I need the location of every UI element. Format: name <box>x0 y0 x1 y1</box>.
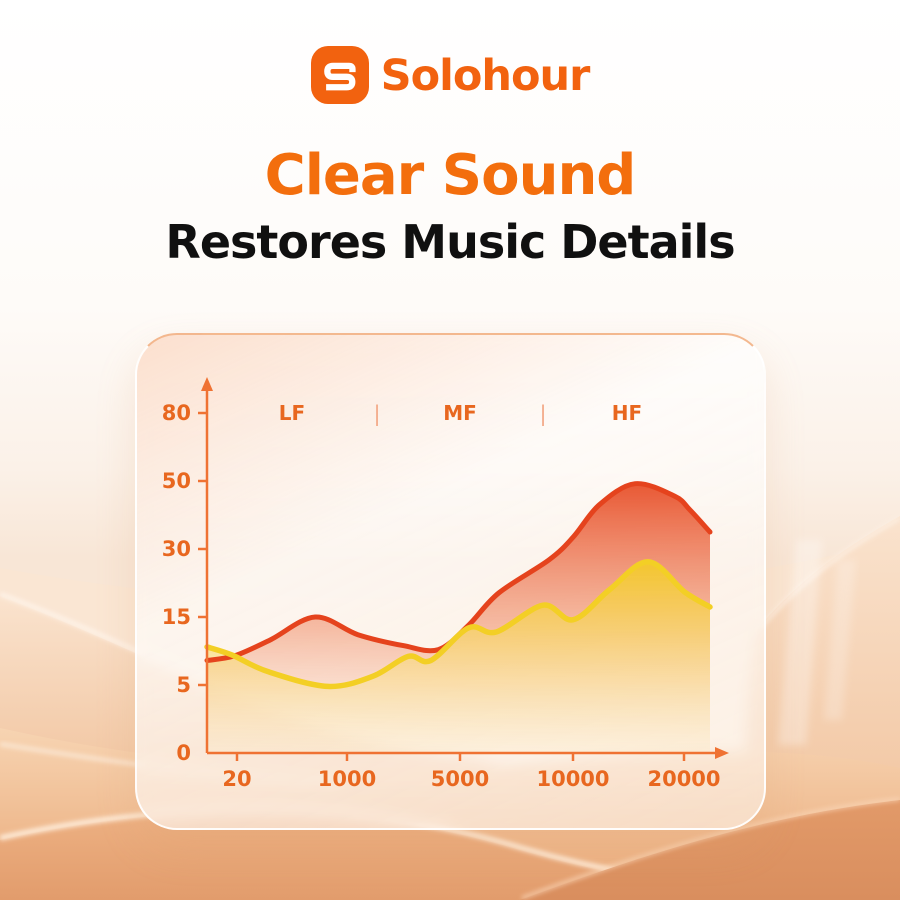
x-axis-arrow-icon <box>715 747 729 759</box>
dune-foreground-center <box>0 811 900 900</box>
y-tick-label: 5 <box>176 673 191 697</box>
brand-name: Solohour <box>380 50 591 101</box>
x-tick-label: 20000 <box>647 767 720 791</box>
y-tick-label: 30 <box>162 537 191 561</box>
page-title: Clear Sound <box>264 143 637 208</box>
page-subtitle: Restores Music Details <box>165 215 735 269</box>
y-axis-arrow-icon <box>201 377 213 391</box>
yellow-response-curve <box>204 558 713 690</box>
x-tick-label: 20 <box>222 767 251 791</box>
band-label: MF <box>443 401 477 425</box>
band-label: LF <box>279 401 305 425</box>
chart-card: 80 50 30 15 5 0 20 1000 5000 10000 20000 LF MF HF | | <box>135 333 766 830</box>
band-label: HF <box>612 401 642 425</box>
dune-bottom-right <box>520 800 900 900</box>
y-tick-label: 50 <box>162 469 191 493</box>
y-tick-label: 0 <box>176 741 191 765</box>
y-tick-label: 80 <box>162 401 191 425</box>
light-streak-1 <box>778 540 822 745</box>
x-tick-label: 1000 <box>318 767 376 791</box>
red-response-curve <box>204 481 713 663</box>
x-tick-label: 10000 <box>536 767 609 791</box>
dune-right-crest-highlight <box>758 516 900 630</box>
x-tick-label: 5000 <box>431 767 489 791</box>
solohour-logo-icon <box>310 46 369 104</box>
light-streak-2 <box>824 560 856 720</box>
dune-bottom-right-crest-highlight <box>521 797 900 900</box>
y-tick-label: 15 <box>162 605 191 629</box>
band-separator: | <box>373 402 380 427</box>
brand-logo: Solohour <box>0 44 900 106</box>
band-separator: | <box>539 402 546 427</box>
yellow-response-curve-area <box>207 561 710 753</box>
